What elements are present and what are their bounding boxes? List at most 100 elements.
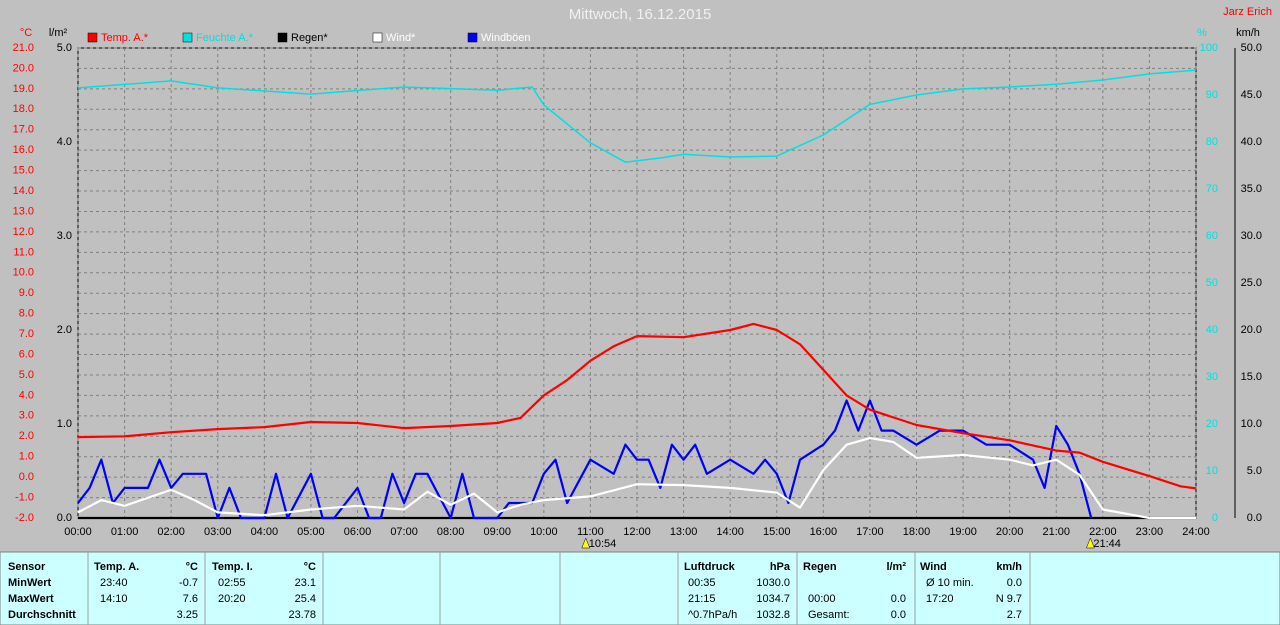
y-tick-label: 19.0 [13, 83, 34, 95]
x-tick-label: 14:00 [716, 526, 744, 538]
y-tick-label: 17.0 [13, 124, 34, 136]
stat-time: 21:15 [688, 593, 716, 605]
y-tick-label: 4.0 [19, 389, 34, 401]
stat-value: 7.6 [183, 593, 198, 605]
y2-tick-label: 5.0 [57, 42, 72, 54]
stat-header: Temp. A. [94, 561, 139, 573]
legend-label: Regen* [291, 32, 328, 44]
legend-label: Windböen [481, 32, 531, 44]
stat-value: 23.78 [288, 609, 316, 621]
author: Jarz Erich [1223, 6, 1272, 18]
y-tick-label: 20.0 [13, 62, 34, 74]
y4-axis-unit: km/h [1236, 27, 1260, 39]
y2-tick-label: 0.0 [57, 512, 72, 524]
stat-time: 23:40 [100, 577, 128, 589]
x-tick-label: 06:00 [344, 526, 372, 538]
x-tick-label: 19:00 [949, 526, 977, 538]
y4-tick-label: 20.0 [1241, 324, 1262, 336]
x-tick-label: 05:00 [297, 526, 325, 538]
y-tick-label: 3.0 [19, 410, 34, 422]
y3-tick-label: 10 [1206, 465, 1218, 477]
y-tick-label: 21.0 [13, 42, 34, 54]
stat-value: 0.0 [1007, 577, 1022, 589]
y-tick-label: 18.0 [13, 103, 34, 115]
series-line [77, 69, 1197, 163]
stat-value: -0.7 [179, 577, 198, 589]
stat-time: Ø 10 min. [926, 577, 974, 589]
x-tick-label: 22:00 [1089, 526, 1117, 538]
y-tick-label: 1.0 [19, 451, 34, 463]
x-tick-label: 11:00 [577, 526, 604, 538]
x-tick-label: 08:00 [437, 526, 465, 538]
stat-unit: °C [304, 561, 316, 573]
x-tick-label: 09:00 [483, 526, 511, 538]
y-tick-label: 6.0 [19, 348, 34, 360]
y3-tick-label: 60 [1206, 230, 1218, 242]
stat-value: 0.0 [891, 593, 906, 605]
x-tick-label: 24:00 [1182, 526, 1210, 538]
legend-swatch [372, 32, 383, 43]
y4-tick-label: 30.0 [1241, 230, 1262, 242]
legend-label: Temp. A.* [101, 32, 149, 44]
y4-tick-label: 5.0 [1247, 465, 1262, 477]
series-line [77, 437, 1196, 520]
y2-tick-label: 2.0 [57, 324, 72, 336]
stat-time: Gesamt: [808, 609, 850, 621]
y3-tick-label: 30 [1206, 371, 1218, 383]
x-tick-label: 01:00 [111, 526, 139, 538]
series-line [77, 399, 1093, 520]
y-tick-label: 8.0 [19, 308, 34, 320]
x-tick-label: 21:00 [1042, 526, 1070, 538]
x-tick-label: 00:00 [64, 526, 92, 538]
stat-header: Regen [803, 561, 837, 573]
stat-time: 00:35 [688, 577, 716, 589]
y-tick-label: 2.0 [19, 430, 34, 442]
legend-swatch [467, 32, 478, 43]
x-tick-label: 03:00 [204, 526, 232, 538]
y4-tick-label: 50.0 [1241, 42, 1262, 54]
legend-swatch [87, 32, 98, 43]
y3-tick-label: 50 [1206, 277, 1218, 289]
stat-unit: km/h [996, 561, 1022, 573]
annotation-marker [1086, 537, 1095, 549]
stat-header: Temp. I. [212, 561, 253, 573]
stat-time: 14:10 [100, 593, 128, 605]
stat-time: ^0.7hPa/h [688, 609, 737, 621]
y-tick-label: 14.0 [13, 185, 34, 197]
stat-unit: °C [186, 561, 198, 573]
annotation-label: 10:54 [589, 538, 617, 550]
y3-tick-label: 40 [1206, 324, 1218, 336]
y2-axis-unit: l/m² [49, 27, 68, 39]
stat-unit: l/m² [886, 561, 906, 573]
y2-tick-label: 1.0 [57, 418, 72, 430]
stat-value: 1034.7 [756, 593, 790, 605]
y4-tick-label: 10.0 [1241, 418, 1262, 430]
legend-swatch [277, 32, 288, 43]
y-tick-label: -1.0 [15, 491, 34, 503]
x-tick-label: 02:00 [157, 526, 185, 538]
y3-tick-label: 70 [1206, 183, 1218, 195]
y-tick-label: 13.0 [13, 205, 34, 217]
chart-title: Mittwoch, 16.12.2015 [569, 6, 712, 23]
x-tick-label: 23:00 [1136, 526, 1164, 538]
y4-tick-label: 45.0 [1241, 89, 1262, 101]
x-tick-label: 07:00 [390, 526, 418, 538]
stat-time: 17:20 [926, 593, 954, 605]
stat-header: Luftdruck [684, 561, 736, 573]
stat-value: 25.4 [295, 593, 316, 605]
y-tick-label: 16.0 [13, 144, 34, 156]
stat-time: 02:55 [218, 577, 246, 589]
x-tick-label: 13:00 [670, 526, 698, 538]
y4-tick-label: 0.0 [1247, 512, 1262, 524]
y4-tick-label: 40.0 [1241, 136, 1262, 148]
legend-label: Feuchte A.* [196, 32, 254, 44]
legend-swatch [182, 32, 193, 43]
y-axis-unit: °C [20, 27, 32, 39]
x-tick-label: 04:00 [251, 526, 279, 538]
row-label: Sensor [8, 561, 46, 573]
legend-label: Wind* [386, 32, 416, 44]
x-tick-label: 12:00 [623, 526, 651, 538]
x-tick-label: 18:00 [903, 526, 931, 538]
y2-tick-label: 3.0 [57, 230, 72, 242]
